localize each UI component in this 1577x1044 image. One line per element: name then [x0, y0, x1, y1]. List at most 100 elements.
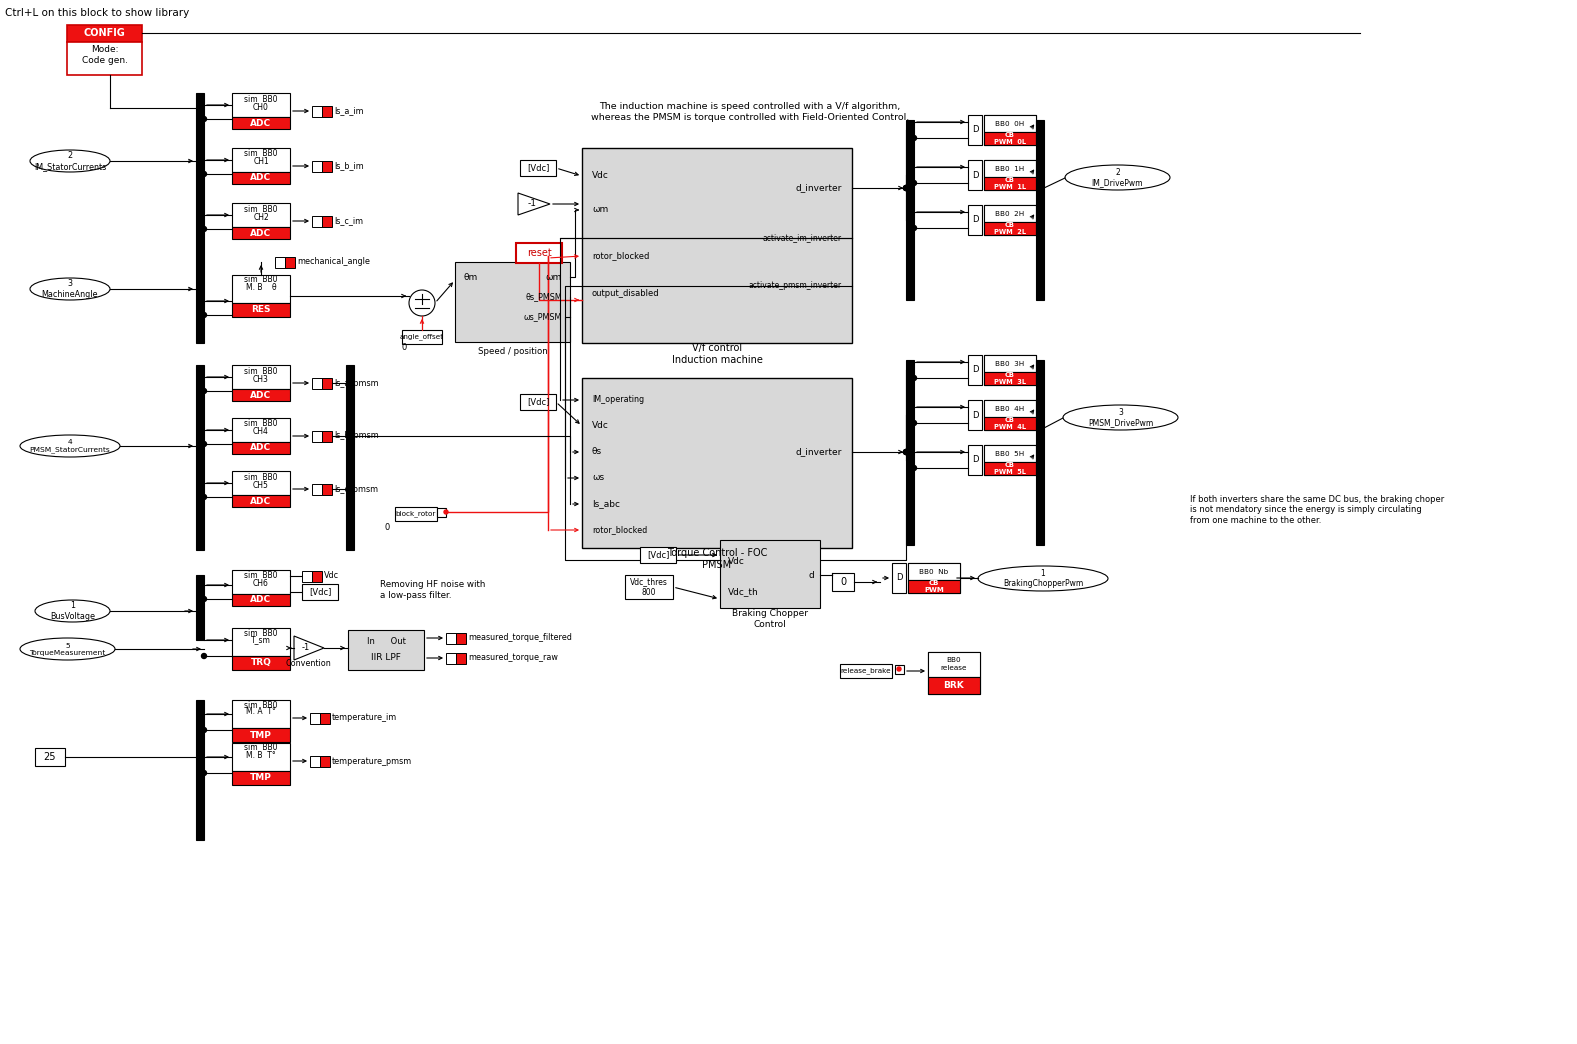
Text: CH0: CH0	[252, 102, 270, 112]
Text: Ctrl+L on this block to show library: Ctrl+L on this block to show library	[5, 8, 189, 18]
Text: d_inverter: d_inverter	[796, 448, 842, 456]
Bar	[841, 664, 893, 678]
Circle shape	[202, 770, 207, 776]
Text: Vdc_thres
800: Vdc_thres 800	[631, 577, 669, 597]
Text: ADC: ADC	[251, 444, 271, 452]
Bar	[312, 378, 322, 389]
Text: ADC: ADC	[251, 497, 271, 505]
Bar	[320, 756, 330, 767]
Text: 0: 0	[841, 577, 847, 587]
Bar	[232, 442, 290, 454]
Bar	[446, 652, 456, 664]
Bar	[984, 372, 1036, 385]
Text: D: D	[971, 365, 978, 375]
Text: Braking Chopper
Control: Braking Chopper Control	[732, 610, 807, 628]
Text: CB
PWM  5L: CB PWM 5L	[994, 462, 1027, 475]
Bar	[232, 471, 290, 495]
Bar	[640, 547, 677, 563]
Text: output_disabled: output_disabled	[591, 288, 659, 298]
Circle shape	[202, 227, 207, 232]
Bar	[232, 728, 290, 742]
Bar	[927, 677, 979, 694]
Bar	[311, 756, 320, 767]
Text: If both inverters share the same DC bus, the braking choper
is not mendatory sin: If both inverters share the same DC bus,…	[1191, 495, 1445, 525]
Bar	[349, 630, 424, 670]
Text: CB
PWM  1L: CB PWM 1L	[994, 177, 1027, 190]
Bar	[907, 120, 915, 300]
Text: reset: reset	[527, 248, 552, 258]
Text: Vdc: Vdc	[591, 171, 609, 181]
Text: CB
PWM  2L: CB PWM 2L	[994, 222, 1027, 235]
Text: BB0  2H: BB0 2H	[995, 211, 1025, 217]
Bar	[322, 484, 333, 495]
Bar	[582, 148, 852, 343]
Bar	[274, 257, 285, 268]
Text: block_rotor: block_rotor	[396, 511, 437, 518]
Bar	[66, 42, 142, 75]
Ellipse shape	[978, 566, 1109, 591]
Text: ADC: ADC	[251, 229, 271, 237]
Text: ωs: ωs	[591, 474, 604, 482]
Text: angle_offset: angle_offset	[401, 334, 445, 340]
Bar	[968, 115, 982, 145]
Bar	[582, 378, 852, 548]
Text: CB
PWM: CB PWM	[924, 580, 945, 593]
Text: sim  BB0: sim BB0	[244, 743, 278, 753]
Text: -1: -1	[527, 199, 536, 209]
Text: sim  BB0: sim BB0	[244, 628, 278, 638]
Text: activate_im_inverter: activate_im_inverter	[763, 234, 842, 242]
Text: RES: RES	[251, 306, 271, 314]
Text: sim  BB0: sim BB0	[244, 366, 278, 376]
Bar	[232, 365, 290, 389]
Text: M. B    θ: M. B θ	[246, 283, 276, 291]
Bar	[285, 257, 295, 268]
Text: D: D	[971, 410, 978, 420]
Circle shape	[202, 171, 207, 176]
Text: ADC: ADC	[251, 595, 271, 604]
Bar	[984, 445, 1036, 462]
Bar	[908, 580, 960, 593]
Bar	[984, 355, 1036, 385]
Bar	[984, 132, 1036, 145]
Bar	[232, 699, 290, 728]
Text: T_sm: T_sm	[251, 636, 271, 644]
Bar	[196, 699, 203, 840]
Ellipse shape	[30, 150, 110, 172]
Bar	[311, 713, 320, 723]
Ellipse shape	[1063, 405, 1178, 430]
Bar	[232, 172, 290, 184]
Text: BRK: BRK	[943, 681, 965, 689]
Text: [Vdc]: [Vdc]	[527, 398, 549, 406]
Text: 25: 25	[44, 752, 57, 762]
Bar	[312, 216, 322, 227]
Text: [Vdc]: [Vdc]	[527, 164, 549, 172]
Text: Is_c_im: Is_c_im	[334, 216, 363, 226]
Bar	[312, 106, 322, 117]
Circle shape	[904, 186, 908, 190]
Text: Vdc_th: Vdc_th	[729, 588, 759, 596]
Bar	[35, 748, 65, 766]
Bar	[232, 117, 290, 129]
Bar	[984, 177, 1036, 190]
Bar	[984, 160, 1036, 177]
Circle shape	[202, 654, 207, 659]
Text: [Vdc]: [Vdc]	[647, 550, 669, 560]
Bar	[984, 205, 1036, 235]
Text: measured_torque_filtered: measured_torque_filtered	[468, 634, 572, 642]
Text: CB
PWM  0L: CB PWM 0L	[994, 132, 1027, 145]
Circle shape	[912, 376, 916, 380]
Bar	[322, 378, 333, 389]
Circle shape	[904, 450, 908, 454]
Bar	[520, 160, 557, 176]
Bar	[624, 575, 673, 599]
Text: θs_PMSM: θs_PMSM	[525, 292, 561, 302]
Bar	[927, 652, 979, 677]
Circle shape	[912, 466, 916, 471]
Text: D: D	[971, 125, 978, 135]
Text: Is_abc: Is_abc	[591, 499, 620, 508]
Bar	[232, 495, 290, 507]
Text: CH4: CH4	[252, 427, 270, 436]
Bar	[456, 262, 569, 342]
Polygon shape	[517, 193, 550, 215]
Bar	[232, 275, 290, 303]
